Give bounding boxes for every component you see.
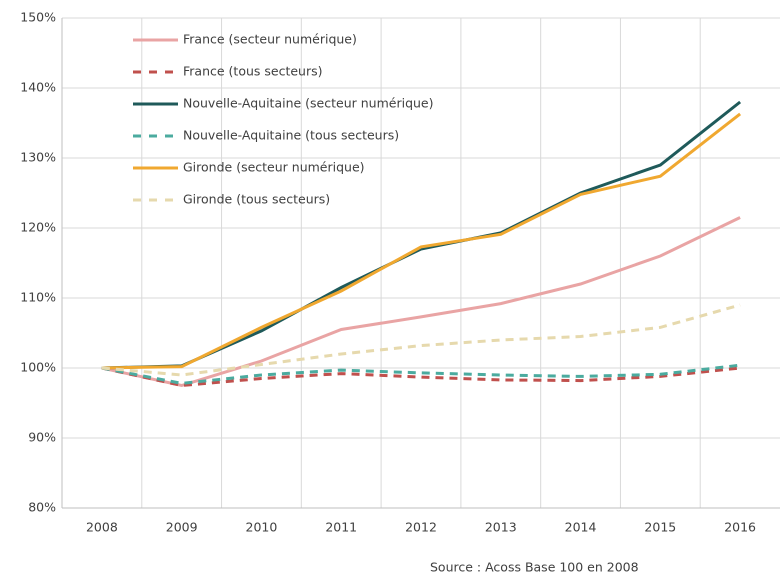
legend-label: France (tous secteurs): [183, 64, 323, 79]
series-line: [101, 216, 741, 388]
x-tick-label: 2012: [405, 520, 437, 535]
x-tick-label: 2015: [644, 520, 676, 535]
legend-label: Nouvelle-Aquitaine (secteur numérique): [183, 96, 434, 111]
series-line: [101, 303, 741, 377]
series-line: [101, 366, 741, 388]
y-tick-label: 80%: [28, 500, 56, 515]
legend-label: Gironde (tous secteurs): [183, 192, 330, 207]
x-tick-label: 2010: [246, 520, 278, 535]
legend-label: Gironde (secteur numérique): [183, 160, 365, 175]
y-tick-label: 140%: [20, 80, 56, 95]
x-tick-label: 2013: [485, 520, 517, 535]
y-tick-label: 90%: [28, 430, 56, 445]
series-line: [101, 363, 741, 385]
x-tick-label: 2008: [86, 520, 118, 535]
x-tick-label: 2011: [325, 520, 357, 535]
y-tick-label: 100%: [20, 360, 56, 375]
source-note: Source : Acoss Base 100 en 2008: [430, 560, 639, 575]
x-tick-label: 2014: [565, 520, 597, 535]
y-tick-label: 110%: [20, 290, 56, 305]
x-tick-label: 2009: [166, 520, 198, 535]
series-line: [101, 112, 742, 370]
legend-label: Nouvelle-Aquitaine (tous secteurs): [183, 128, 399, 143]
y-tick-label: 150%: [20, 10, 56, 25]
y-tick-label: 120%: [20, 220, 56, 235]
legend-label: France (secteur numérique): [183, 32, 357, 47]
y-tick-label: 130%: [20, 150, 56, 165]
x-tick-label: 2016: [724, 520, 756, 535]
